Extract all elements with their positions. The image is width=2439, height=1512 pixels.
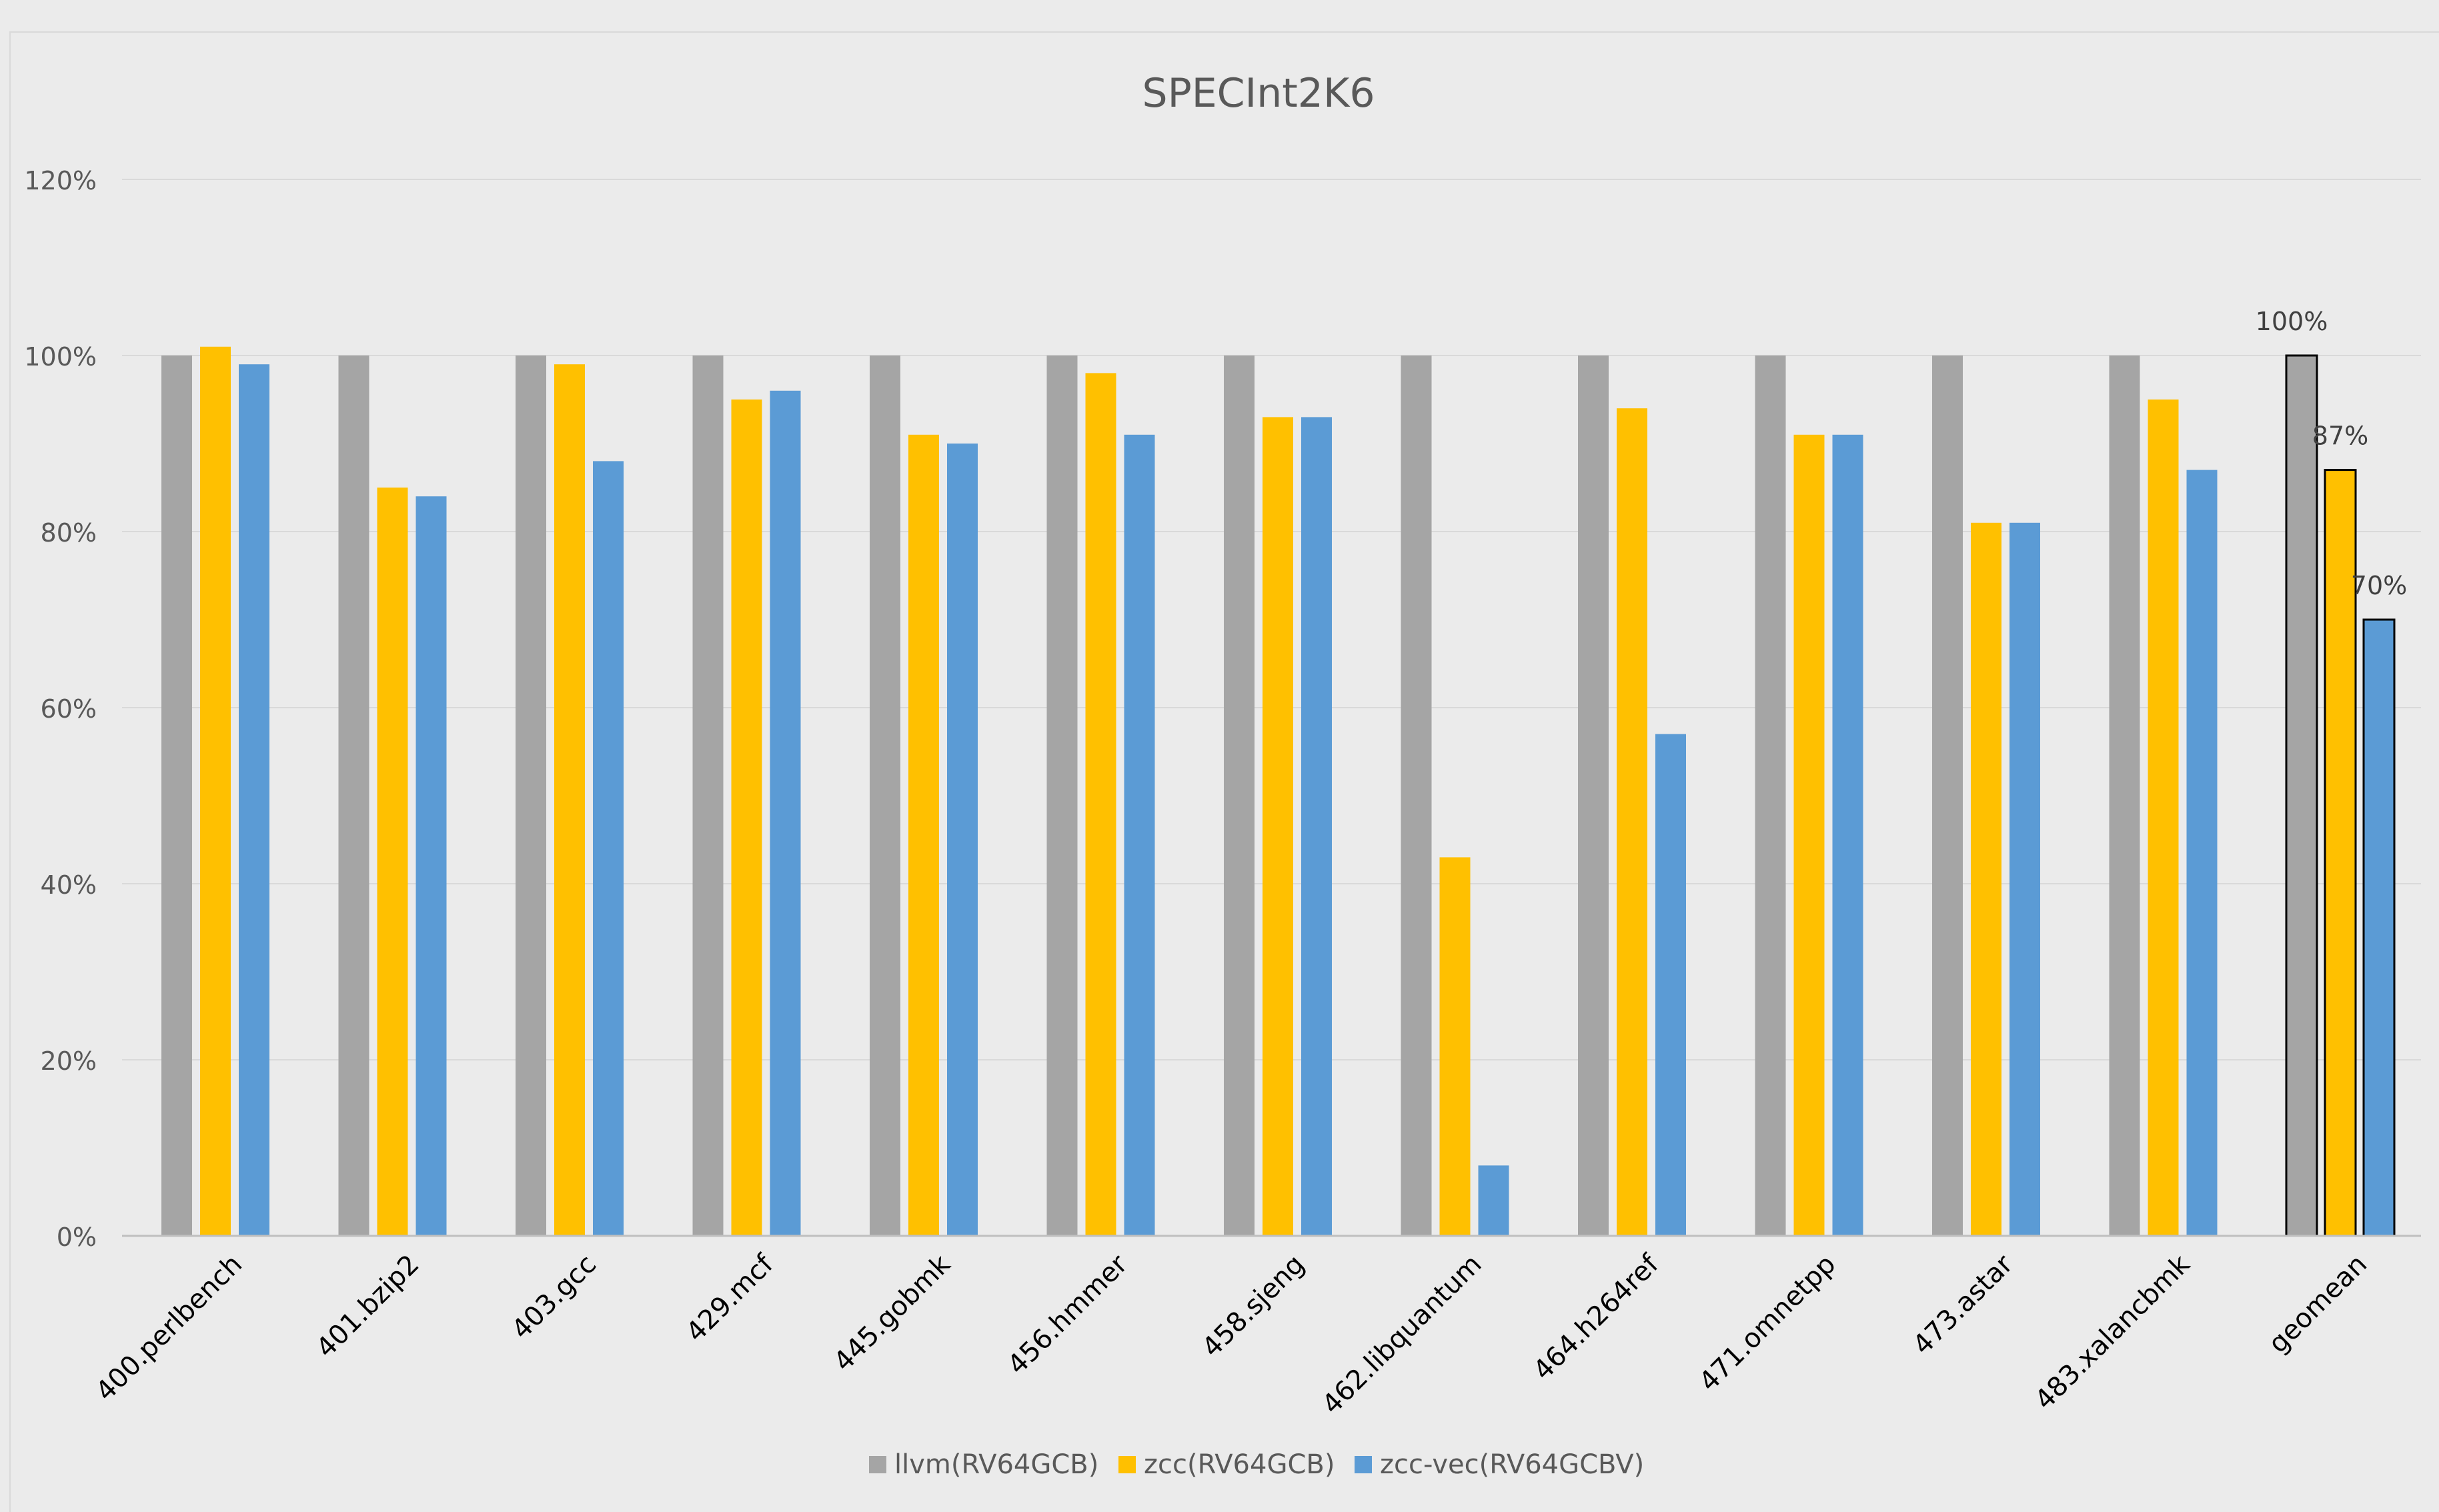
x-tick-label: 458.sjeng (1196, 1249, 1311, 1363)
bar (1755, 355, 1786, 1236)
bar (416, 496, 447, 1237)
y-tick-label: 100% (24, 342, 97, 371)
legend-label: zcc-vec(RV64GCBV) (1380, 1449, 1644, 1480)
bar (1655, 734, 1686, 1236)
bar (377, 488, 408, 1236)
x-axis-ticks: 400.perlbench 401.bzip2 403.gcc 429.mcf 445.… (90, 1249, 2373, 1421)
bar (692, 355, 724, 1236)
legend-label: llvm(RV64GCB) (894, 1449, 1098, 1480)
bar (2148, 400, 2179, 1236)
y-tick-label: 60% (41, 694, 97, 724)
legend-swatch (1118, 1456, 1136, 1473)
y-tick-label: 40% (41, 870, 97, 900)
bar (1301, 417, 1332, 1236)
bar (200, 346, 231, 1236)
y-tick-label: 120% (24, 166, 97, 195)
bar (1046, 355, 1078, 1236)
bar (1085, 373, 1116, 1236)
data-label: 87% (2312, 422, 2368, 451)
legend-swatch (869, 1456, 886, 1473)
bar (1478, 1165, 1509, 1236)
x-tick-label: 401.bzip2 (310, 1249, 425, 1364)
data-label: 100% (2256, 307, 2328, 336)
data-label: 70% (2351, 571, 2407, 600)
bar (2009, 522, 2040, 1236)
bar (554, 364, 585, 1237)
bar (1124, 434, 1155, 1236)
bar (593, 461, 624, 1236)
legend-item: zcc(RV64GCB) (1118, 1449, 1335, 1480)
x-tick-label: 471.omnetpp (1693, 1249, 1842, 1398)
x-tick-label: 473.astar (1907, 1249, 2019, 1361)
bar (2186, 470, 2218, 1236)
y-axis-ticks: 0% 20% 40% 60% 80% 100% 120% (24, 166, 97, 1252)
chart-area (9, 31, 2439, 1512)
legend-swatch (1355, 1456, 1372, 1473)
bar (2362, 618, 2396, 1237)
x-tick-label: 403.gcc (506, 1249, 603, 1346)
bars (161, 346, 2396, 1237)
bar (2109, 355, 2140, 1236)
bar (1578, 355, 1609, 1236)
bar (516, 355, 546, 1236)
bar (1401, 355, 1432, 1236)
bar (1617, 408, 1647, 1237)
x-tick-label: 464.h264ref (1527, 1249, 1665, 1386)
y-tick-label: 0% (57, 1223, 97, 1252)
bar (1224, 355, 1255, 1236)
x-tick-label: geomean (2263, 1249, 2373, 1359)
y-tick-label: 20% (41, 1046, 97, 1076)
bar (908, 434, 939, 1236)
bar (1793, 434, 1825, 1236)
bar (2324, 469, 2357, 1237)
x-tick-label: 429.mcf (680, 1249, 780, 1348)
bar (947, 444, 978, 1236)
legend-item: llvm(RV64GCB) (869, 1449, 1098, 1480)
bar (338, 355, 369, 1236)
data-labels: 100% 87% 70% (2256, 307, 2408, 600)
x-tick-label: 462.libquantum (1317, 1249, 1488, 1421)
bar (770, 390, 801, 1236)
bar (1263, 417, 1293, 1236)
bar (1932, 355, 1963, 1236)
bar (1971, 522, 2001, 1236)
bar (731, 400, 762, 1236)
bar (161, 355, 192, 1236)
bar (1832, 434, 1863, 1236)
bar (2285, 354, 2318, 1237)
bar (1439, 857, 1471, 1236)
x-tick-label: 456.hmmer (1002, 1249, 1134, 1381)
legend-item: zcc-vec(RV64GCBV) (1355, 1449, 1644, 1480)
legend: llvm(RV64GCB) zcc(RV64GCB) zcc-vec(RV64GCB… (869, 1449, 1644, 1480)
x-tick-label: 400.perlbench (90, 1249, 248, 1407)
bar (870, 355, 900, 1236)
chart-title: SPECInt2K6 (1142, 70, 1375, 117)
x-tick-label: 483.xalancbmk (2029, 1249, 2196, 1416)
x-tick-label: 445.gobmk (828, 1249, 956, 1377)
bar (239, 364, 269, 1237)
y-tick-label: 80% (41, 518, 97, 548)
legend-label: zcc(RV64GCB) (1144, 1449, 1335, 1480)
